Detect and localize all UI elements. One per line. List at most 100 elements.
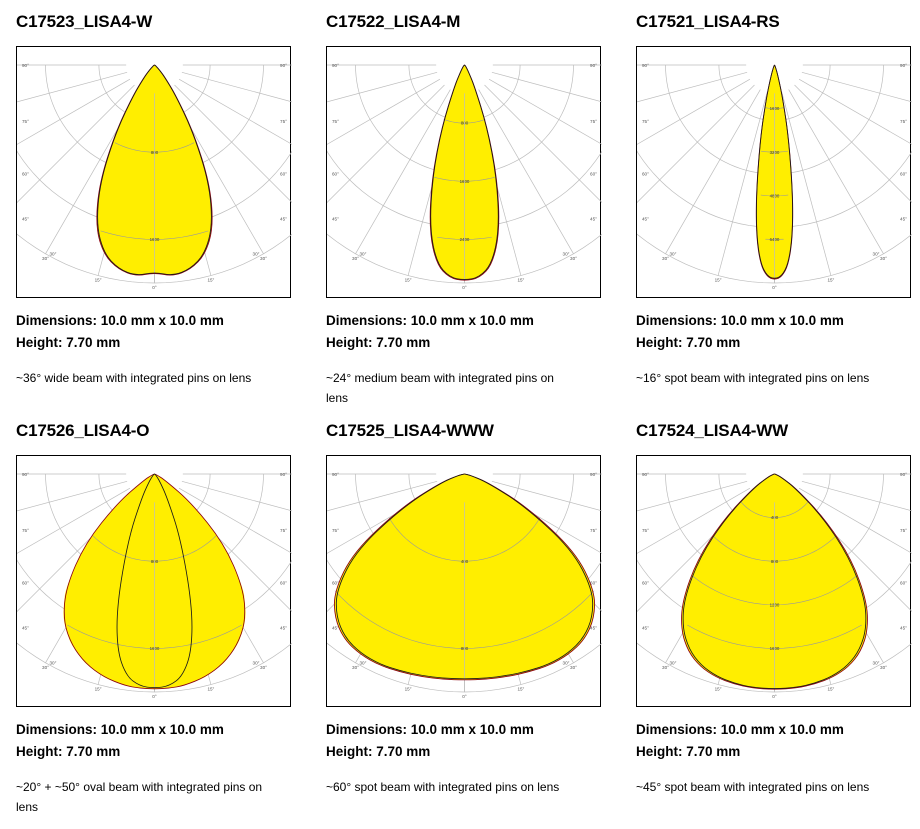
grid-spoke: [17, 84, 135, 203]
angle-tick-label: 30°: [50, 660, 57, 665]
height-label: Height: 7.70 mm: [636, 334, 741, 350]
polar-diagram-c17526: 90°75°60°45°30°90°75°60°45°30°30°15°0°15…: [17, 472, 292, 699]
polar-chart-frame: 90° 75° 60° 45° 30° 90° 75° 60° 45° 30° 30° 15° 0° 15…: [16, 46, 292, 298]
angle-tick-label: 75°: [280, 119, 287, 124]
angle-tick-label: 60°: [642, 580, 649, 585]
product-title: C17521_LISA4-RS: [636, 12, 780, 31]
angle-tick-label: 30°: [873, 660, 880, 665]
grid-spoke: [637, 84, 755, 203]
grid-spoke: [17, 487, 131, 554]
angle-tick-label: 30°: [662, 256, 669, 261]
angle-tick-label: 30°: [253, 660, 260, 665]
grid-spoke: [327, 480, 438, 512]
grid-spoke: [794, 84, 912, 203]
beam-description: ~36° wide beam with integrated pins on l…: [16, 370, 252, 385]
curve-c90: [63, 473, 246, 690]
angle-tick-label: 45°: [22, 626, 29, 631]
angle-tick-label: 75°: [642, 528, 649, 533]
product-title: C17522_LISA4-M: [326, 12, 461, 31]
angle-tick-label: 60°: [332, 172, 339, 177]
angle-tick-label: 15°: [517, 278, 524, 283]
angle-tick-label: 15°: [405, 278, 412, 283]
angle-tick-label: 75°: [590, 528, 597, 533]
angle-tick-label: 90°: [642, 63, 649, 68]
grid-spoke: [801, 480, 912, 512]
angle-tick-label: 30°: [570, 256, 577, 261]
angle-tick-label: 45°: [332, 626, 339, 631]
grid-spoke: [181, 71, 292, 103]
angle-tick-label: 45°: [22, 217, 29, 222]
angle-tick-label: 60°: [590, 580, 597, 585]
grid-spoke: [798, 487, 912, 554]
angle-tick-label: 30°: [563, 660, 570, 665]
grid-spoke: [174, 84, 292, 203]
grid-spoke: [637, 78, 751, 145]
angle-tick-label: 75°: [900, 119, 907, 124]
product-title: C17525_LISA4-WWW: [326, 420, 494, 440]
angle-tick-label: 45°: [280, 626, 287, 631]
angle-tick-label: 90°: [22, 63, 29, 68]
grid-spoke: [327, 78, 441, 145]
angle-tick-label: 0°: [462, 694, 467, 699]
grid-spoke: [178, 487, 292, 554]
angle-tick-label: 90°: [280, 63, 287, 68]
angle-tick-label: 30°: [662, 665, 669, 670]
angle-tick-label: 75°: [642, 119, 649, 124]
angle-tick-label: 30°: [670, 660, 677, 665]
product-card-c17523: C17523_LISA4-W 90° 75° 60° 45° 30° 90° 75° 60° 45…: [0, 0, 310, 409]
angle-tick-label: 60°: [642, 172, 649, 177]
angle-tick-label: 30°: [260, 665, 267, 670]
grid-spoke: [17, 71, 128, 103]
angle-tick-label: 30°: [563, 251, 570, 256]
spec-block: Dimensions: 10.0 mm x 10.0 mm Height: 7.7…: [636, 719, 904, 763]
grid-spoke: [355, 89, 451, 254]
angle-tick-label: 75°: [22, 119, 29, 124]
angle-tick-label: 60°: [22, 172, 29, 177]
grid-spoke: [801, 71, 912, 103]
curve-c0: [335, 473, 594, 680]
grid-spoke: [488, 78, 602, 145]
product-card-c17521: C17521_LISA4-RS 90° 75° 60° 45° 30° 90° 75° 60° 4…: [620, 0, 920, 409]
angle-tick-label: 0°: [462, 285, 467, 290]
dimensions-label: Dimensions: 10.0 mm x 10.0 mm: [636, 313, 844, 328]
polar-diagram-c17524: 90°75°60°45°30°90°75°60°45°30°30°15°0°15…: [637, 472, 912, 699]
polar-diagram-c17525: 90°75°60°45°30°90°75°60°45°30°30°15°0°15…: [327, 472, 602, 699]
dimensions-label: Dimensions: 10.0 mm x 10.0 mm: [16, 721, 224, 737]
angle-tick-label: 30°: [352, 665, 359, 670]
curve-c0: [756, 64, 793, 279]
angle-tick-label: 75°: [900, 528, 907, 533]
height-label: Height: 7.70 mm: [636, 743, 741, 759]
polar-chart-frame: 90° 75° 60° 45° 30° 90° 75° 60° 45° 30° 30° 15° 0° 15…: [16, 454, 292, 707]
dimensions-label: Dimensions: 10.0 mm x 10.0 mm: [326, 313, 534, 328]
angle-tick-label: 75°: [22, 528, 29, 533]
spec-block: Dimensions: 10.0 mm x 10.0 mm Height: 7.7…: [16, 719, 294, 763]
angle-tick-label: 15°: [715, 278, 722, 283]
product-card-c17524: C17524_LISA4-WW 90° 75° 60° 45° 30° 90° 75° 60° 4…: [620, 409, 920, 818]
grid-spoke: [491, 480, 602, 512]
angle-tick-label: 15°: [207, 687, 214, 692]
product-title: C17524_LISA4-WW: [636, 420, 788, 440]
grid-spoke: [781, 92, 832, 276]
angle-tick-label: 90°: [280, 472, 287, 477]
polar-chart-frame: 90° 75° 60° 45° 30° 90° 75° 60° 45° 30° 30° 15° 0° 15…: [636, 46, 912, 298]
polar-chart-frame: 90° 75° 60° 45° 30° 90° 75° 60° 45° 30° 30° 15° 0° 15…: [326, 454, 602, 707]
angle-tick-label: 45°: [900, 217, 907, 222]
angle-tick-label: 30°: [352, 256, 359, 261]
beam-description: ~20° + ~50° oval beam with integrated pi…: [16, 779, 263, 815]
angle-tick-label: 30°: [50, 251, 57, 256]
angle-tick-label: 60°: [22, 580, 29, 585]
height-label: Height: 7.70 mm: [16, 743, 121, 759]
angle-tick-label: 75°: [332, 119, 339, 124]
height-label: Height: 7.70 mm: [326, 334, 431, 350]
curve-c0: [97, 64, 212, 275]
grid-spoke: [665, 89, 761, 254]
spec-block: Dimensions: 10.0 mm x 10.0 mm Height: 7.7…: [326, 719, 604, 763]
angle-tick-label: 45°: [590, 217, 597, 222]
angle-tick-label: 45°: [900, 626, 907, 631]
angle-tick-label: 15°: [405, 687, 412, 692]
angle-tick-label: 15°: [827, 687, 834, 692]
curve-c90: [681, 473, 868, 690]
angle-tick-label: 15°: [827, 278, 834, 283]
grid-spoke: [327, 71, 438, 103]
